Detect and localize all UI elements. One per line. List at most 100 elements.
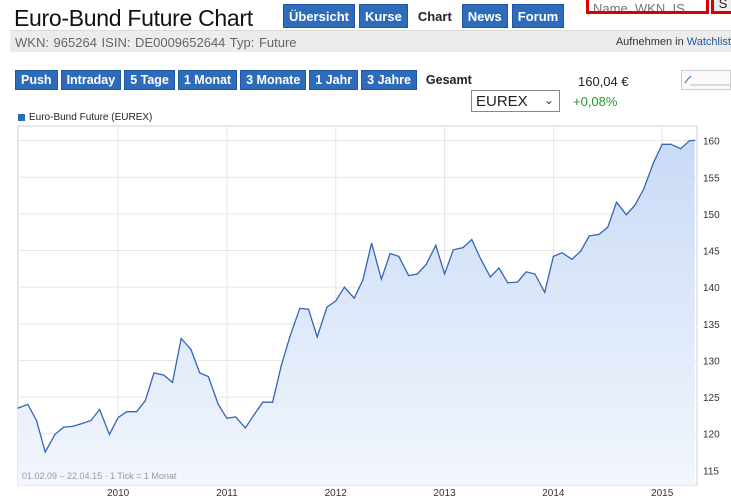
- data-point: [136, 411, 138, 413]
- period-1-monat[interactable]: 1 Monat: [177, 70, 238, 90]
- watchlist-action: Aufnehmen in Watchlist: [616, 36, 731, 48]
- data-point: [571, 258, 573, 260]
- period-gesamt[interactable]: Gesamt: [419, 70, 478, 90]
- data-point: [398, 255, 400, 257]
- data-point: [588, 235, 590, 237]
- data-point: [199, 372, 201, 374]
- period-selector: Push Intraday 5 Tage 1 Monat 3 Monate 1 Jahr 3…: [15, 70, 478, 90]
- data-point: [207, 376, 209, 378]
- data-point: [507, 282, 509, 284]
- data-point: [561, 252, 563, 254]
- data-point: [425, 263, 427, 266]
- data-point: [498, 267, 500, 269]
- data-point: [544, 291, 546, 293]
- period-intraday[interactable]: Intraday: [60, 70, 122, 90]
- data-point: [180, 337, 182, 340]
- data-point: [688, 140, 691, 142]
- tab-bersicht[interactable]: Übersicht: [283, 4, 355, 28]
- search-button[interactable]: S: [711, 0, 731, 14]
- data-point: [226, 417, 228, 419]
- x-tick-label: 2014: [542, 488, 565, 499]
- price-change: +0,08%: [573, 94, 618, 109]
- data-point: [416, 273, 418, 275]
- tab-forum[interactable]: Forum: [511, 4, 565, 28]
- x-tick-label: 2010: [107, 488, 130, 499]
- exchange-select[interactable]: EUREX ⌄: [471, 90, 560, 112]
- data-point: [389, 252, 391, 255]
- tab-news[interactable]: News: [461, 4, 508, 28]
- data-point: [435, 244, 437, 246]
- data-point: [272, 401, 274, 403]
- data-point: [580, 250, 582, 252]
- data-point: [299, 307, 301, 309]
- legend-swatch: [18, 114, 25, 121]
- period-5-tage[interactable]: 5 Tage: [124, 70, 175, 90]
- chart-legend: Euro-Bund Future (EUREX): [18, 112, 152, 123]
- data-point: [516, 281, 519, 283]
- period-3-jahre[interactable]: 3 Jahre: [361, 70, 417, 90]
- data-point: [371, 242, 373, 244]
- data-point: [280, 365, 282, 367]
- x-axis-ticks: 2010 2011 2012 2013 2014 2015: [107, 488, 674, 499]
- series-points: [17, 139, 696, 453]
- data-point: [408, 274, 410, 277]
- data-point: [452, 249, 454, 251]
- legend-label: Euro-Bund Future (EUREX): [29, 112, 153, 123]
- data-point: [307, 308, 310, 310]
- last-price: 160,04 €: [578, 74, 629, 89]
- data-point: [117, 417, 119, 419]
- y-tick-label: 125: [703, 393, 720, 404]
- data-point: [607, 226, 609, 228]
- data-point: [598, 233, 600, 235]
- y-tick-label: 140: [703, 283, 720, 294]
- data-point: [316, 336, 318, 338]
- series-line: [17, 139, 695, 454]
- data-point: [289, 335, 291, 337]
- instrument-identifiers: WKN: 965264 ISIN: DE0009652644 Typ: Futu…: [15, 35, 297, 50]
- instrument-info-bar: WKN: 965264 ISIN: DE0009652644 Typ: Futu…: [10, 30, 731, 52]
- data-point: [190, 348, 192, 351]
- search-box[interactable]: [586, 0, 709, 14]
- y-tick-label: 130: [703, 356, 720, 367]
- data-point: [27, 403, 29, 405]
- data-point: [335, 300, 337, 302]
- data-point: [643, 188, 645, 190]
- data-point: [171, 381, 174, 383]
- data-point: [489, 276, 491, 278]
- data-point: [253, 414, 255, 416]
- data-point: [552, 255, 555, 257]
- data-point: [343, 286, 345, 288]
- exchange-value: EUREX: [476, 92, 528, 110]
- period-3-monate[interactable]: 3 Monate: [240, 70, 307, 90]
- chevron-down-icon: ⌄: [543, 93, 554, 107]
- data-point: [262, 401, 264, 403]
- chart-footnote: 01.02.09 – 22.04.15 · 1 Tick = 1 Monat: [22, 471, 177, 481]
- x-tick-label: 2012: [325, 488, 348, 499]
- data-point: [17, 407, 19, 409]
- y-tick-label: 135: [703, 320, 720, 331]
- series-area: [18, 140, 695, 485]
- data-point: [652, 162, 655, 164]
- data-point: [54, 433, 56, 435]
- y-tick-label: 160: [703, 137, 720, 148]
- data-point: [63, 426, 65, 428]
- period-push[interactable]: Push: [15, 70, 58, 90]
- y-tick-label: 120: [703, 430, 720, 441]
- data-point: [126, 411, 128, 413]
- data-point: [380, 278, 382, 280]
- data-point: [680, 148, 682, 150]
- x-tick-label: 2015: [651, 488, 674, 499]
- main-tabs: Übersicht Kurse Chart News Forum: [283, 4, 565, 28]
- data-point: [479, 258, 482, 260]
- period-1-jahr[interactable]: 1 Jahr: [309, 70, 359, 90]
- tab-chart[interactable]: Chart: [411, 4, 458, 28]
- tab-kurse[interactable]: Kurse: [358, 4, 408, 28]
- search-input[interactable]: [589, 3, 706, 11]
- data-point: [244, 427, 246, 429]
- watchlist-link[interactable]: Watchlist: [686, 36, 731, 48]
- data-point: [81, 422, 83, 425]
- y-tick-label: 150: [703, 210, 720, 221]
- data-point: [534, 273, 536, 275]
- data-point: [44, 451, 46, 453]
- data-point: [235, 416, 237, 418]
